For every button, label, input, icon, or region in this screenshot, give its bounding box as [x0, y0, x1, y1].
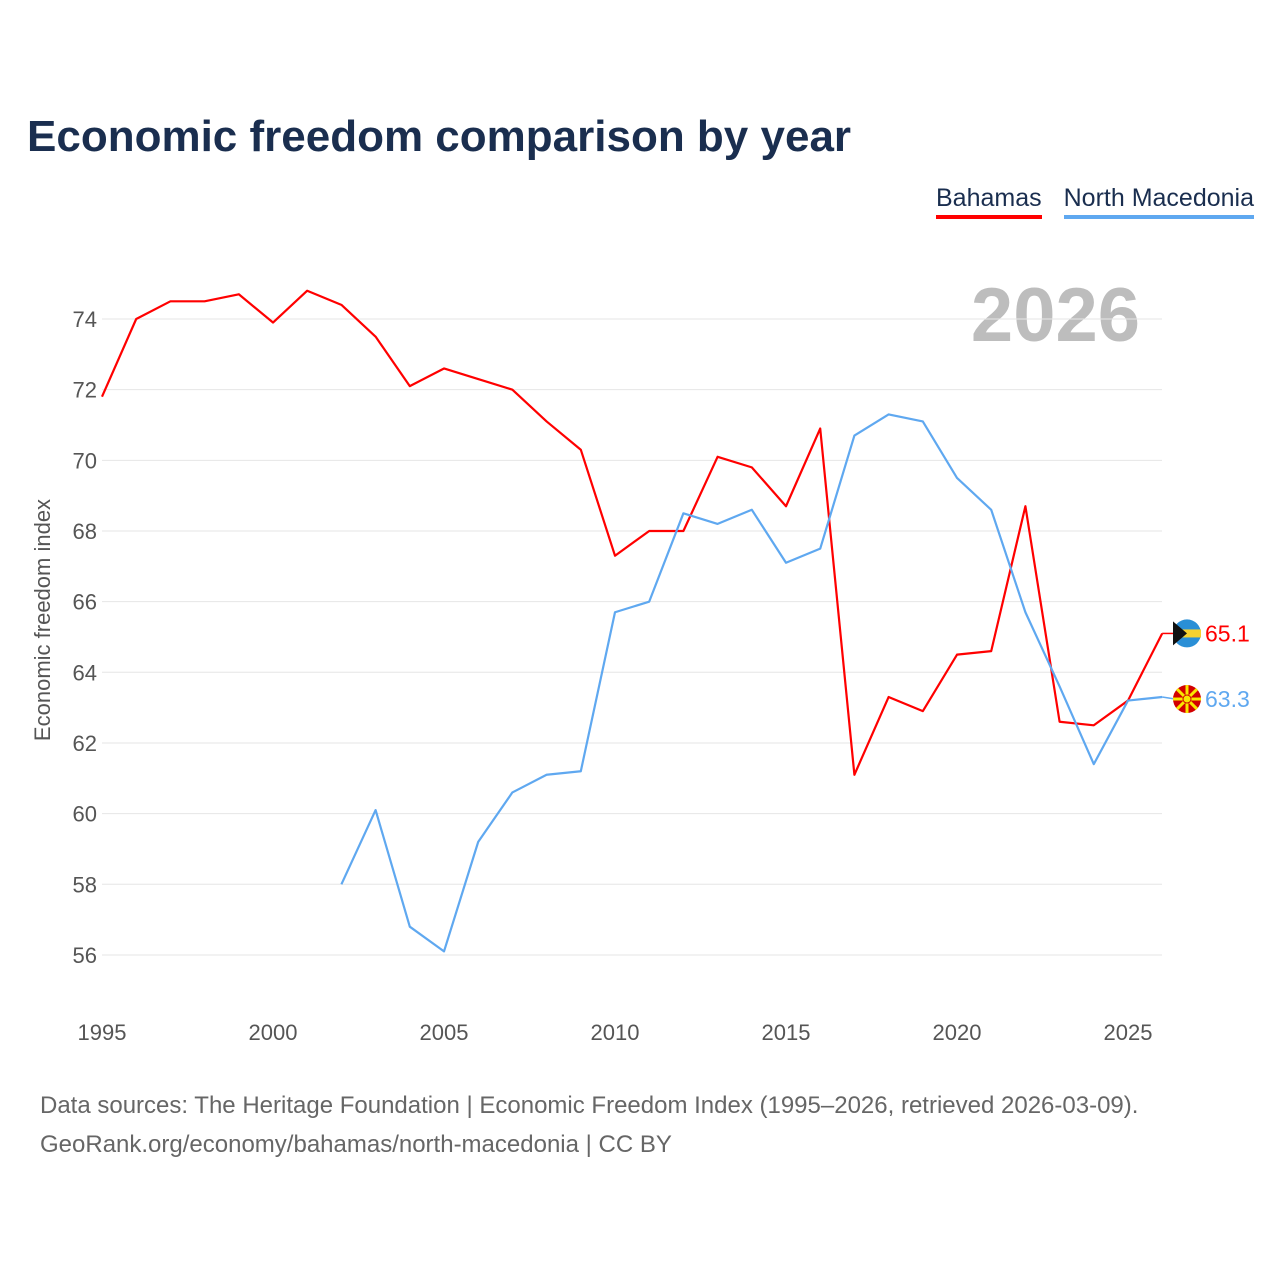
data-source-text: Data sources: The Heritage Foundation | …: [40, 1092, 1139, 1119]
y-tick-label: 58: [73, 872, 97, 897]
y-tick-label: 70: [73, 448, 97, 473]
legend: Bahamas North Macedonia: [935, 184, 1254, 219]
legend-item-bahamas[interactable]: Bahamas: [935, 184, 1042, 219]
y-tick-label: 72: [73, 378, 97, 403]
x-tick-label: 2010: [591, 1020, 640, 1045]
x-tick-label: 1995: [78, 1020, 127, 1045]
end-connector: [1162, 696, 1176, 700]
y-tick-label: 56: [73, 943, 97, 968]
series-line-bahamas: [100, 289, 1164, 776]
y-tick-label: 66: [73, 590, 97, 615]
series-line-north-macedonia: [340, 413, 1163, 953]
y-tick-label: 62: [73, 731, 97, 756]
source-url-text: GeoRank.org/economy/bahamas/north-macedo…: [40, 1131, 672, 1158]
x-tick-label: 2015: [762, 1020, 811, 1045]
y-tick-label: 64: [73, 660, 97, 685]
x-tick-label: 2020: [933, 1020, 982, 1045]
y-tick-label: 74: [73, 307, 97, 332]
chart-title: Economic freedom comparison by year: [27, 112, 852, 161]
x-tick-label: 2025: [1104, 1020, 1153, 1045]
current-year-label: 2026: [970, 273, 1140, 358]
y-tick-label: 60: [73, 802, 97, 827]
flag-triangle: [1173, 621, 1187, 646]
y-axis-label: Economic freedom index: [30, 499, 55, 741]
end-value-label: 63.3: [1205, 686, 1250, 712]
y-tick-label: 68: [73, 519, 97, 544]
x-tick-label: 2005: [420, 1020, 469, 1045]
legend-item-north-macedonia[interactable]: North Macedonia: [1063, 184, 1254, 219]
footer: Data sources: The Heritage Foundation | …: [40, 1086, 1138, 1164]
flag-sun: [1182, 694, 1192, 704]
x-tick-label: 2000: [249, 1020, 298, 1045]
end-value-label: 65.1: [1205, 620, 1250, 646]
